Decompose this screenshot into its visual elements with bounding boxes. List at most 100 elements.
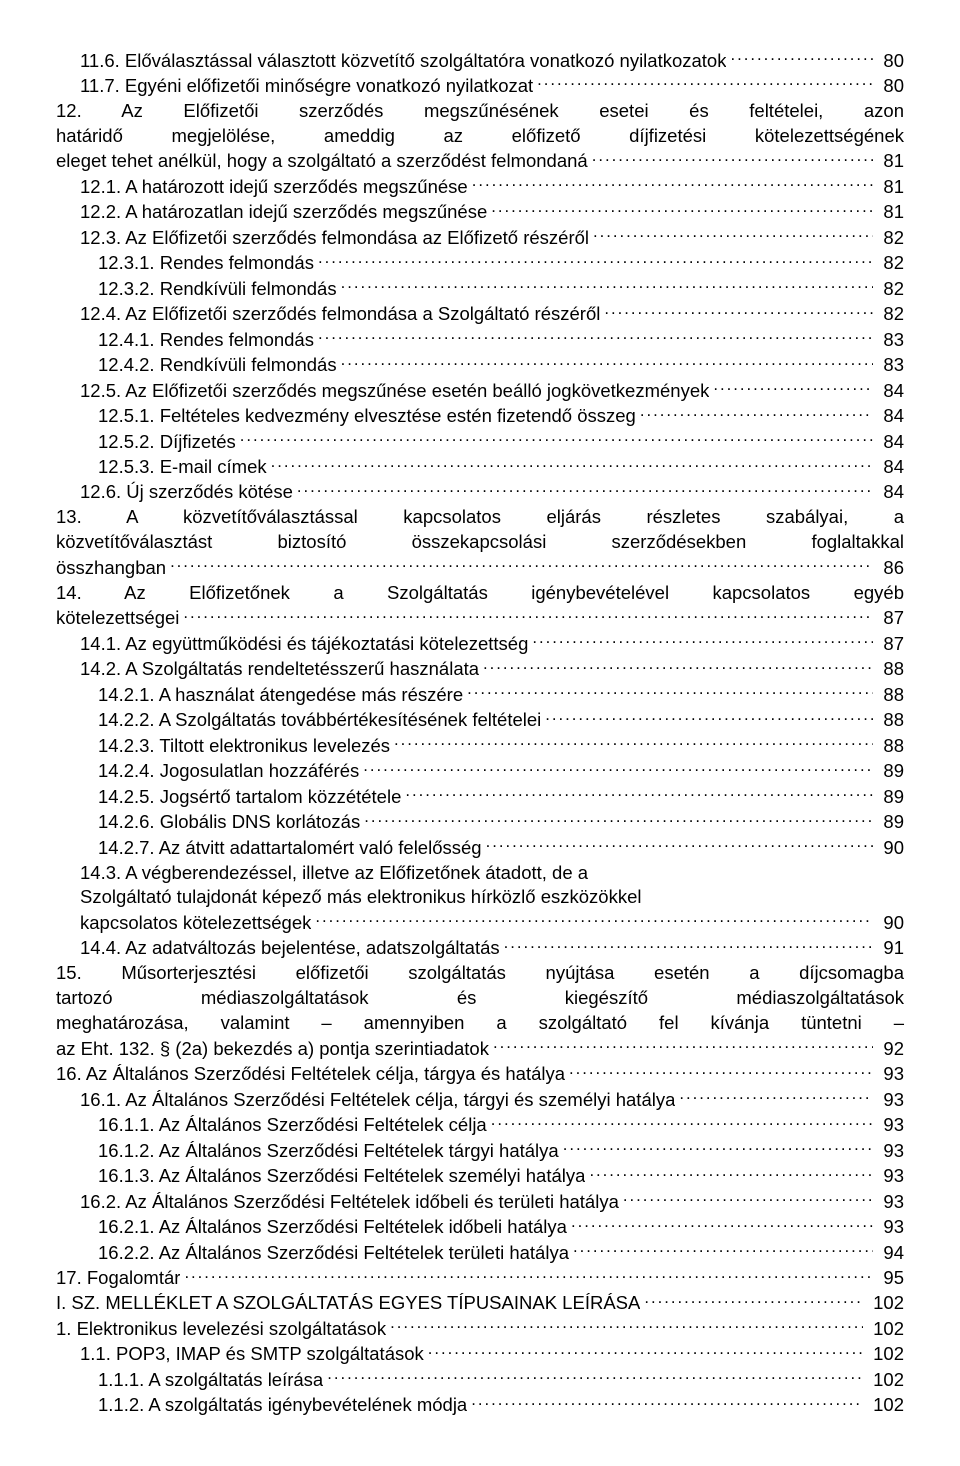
toc-line: összhangban 86 [56, 555, 904, 580]
toc-dots [491, 1113, 874, 1132]
toc-text: 12.4.1. Rendes felmondás [98, 328, 314, 353]
toc-entry: 12.4. Az Előfizetői szerződés felmondása… [56, 302, 904, 327]
toc-entry: 14.4. Az adatváltozás bejelentése, adats… [56, 936, 904, 961]
toc-page: 83 [877, 328, 904, 353]
toc-text: 16. Az Általános Szerződési Feltételek c… [56, 1062, 565, 1087]
toc-page: 81 [877, 200, 904, 225]
toc-dots [467, 682, 873, 701]
toc-text: 16.2.1. Az Általános Szerződési Feltétel… [98, 1215, 567, 1240]
toc-line: kapcsolatos kötelezettségek 90 [80, 910, 904, 935]
toc-line: eleget tehet anélkül, hogy a szolgáltató… [56, 149, 904, 174]
toc-entry: 1.1.1. A szolgáltatás leírása 102 [56, 1367, 904, 1392]
toc-dots [486, 835, 874, 854]
toc-page: 102 [867, 1368, 904, 1393]
toc-dots [644, 1291, 863, 1310]
toc-entry: 12.5. Az Előfizetői szerződés megszűnése… [56, 378, 904, 403]
toc-dots [297, 480, 874, 499]
toc-page: 91 [877, 936, 904, 961]
toc-entry: 12.6. Új szerződés kötése 84 [56, 480, 904, 505]
toc-entry: 12.3. Az Előfizetői szerződés felmondása… [56, 225, 904, 250]
toc-entry: 14.2.6. Globális DNS korlátozás 89 [56, 810, 904, 835]
toc-text: 1. Elektronikus levelezési szolgáltatáso… [56, 1317, 386, 1342]
toc-entry: 12.5.1. Feltételes kedvezmény elvesztése… [56, 404, 904, 429]
toc-text: 12.4.2. Rendkívüli felmondás [98, 353, 337, 378]
toc-dots [573, 1240, 873, 1259]
toc-dots [341, 276, 874, 295]
toc-page: 84 [877, 379, 904, 404]
toc-text: I. SZ. MELLÉKLET A SZOLGÁLTATÁS EGYES TÍ… [56, 1291, 640, 1316]
toc-page: 102 [867, 1291, 904, 1316]
toc-entry: 12.1. A határozott idejű szerződés megsz… [56, 174, 904, 199]
toc-entry: 16.1.1. Az Általános Szerződési Feltétel… [56, 1113, 904, 1138]
toc-page: 83 [877, 353, 904, 378]
toc-page: 87 [877, 632, 904, 657]
toc-text: 16.1. Az Általános Szerződési Feltételek… [80, 1088, 675, 1113]
toc-dots [623, 1189, 874, 1208]
toc-entry: 12.3.1. Rendes felmondás 82 [56, 251, 904, 276]
toc-entry: 14.2.5. Jogsértő tartalom közzététele 89 [56, 784, 904, 809]
toc-text: 12.5.3. E-mail címek [98, 455, 267, 480]
toc-page: 84 [877, 404, 904, 429]
toc-text-line: 14. Az Előfizetőnek a Szolgáltatás igény… [56, 581, 904, 606]
toc-text: 12.4. Az Előfizetői szerződés felmondása… [80, 302, 600, 327]
toc-dots [428, 1342, 863, 1361]
toc-page: 93 [877, 1164, 904, 1189]
toc-page: 89 [877, 759, 904, 784]
toc-entry: 14.2.2. A Szolgáltatás továbbértékesítés… [56, 708, 904, 733]
toc-entry: 16.2. Az Általános Szerződési Feltételek… [56, 1189, 904, 1214]
toc-dots [604, 302, 873, 321]
toc-text: 12.3. Az Előfizetői szerződés felmondása… [80, 226, 589, 251]
toc-text: 16.1.2. Az Általános Szerződési Feltétel… [98, 1139, 559, 1164]
table-of-contents: 11.6. Előválasztással választott közvetí… [56, 48, 904, 1418]
toc-page: 80 [877, 74, 904, 99]
toc-dots [504, 936, 874, 955]
toc-text: 14.2.5. Jogsértő tartalom közzététele [98, 785, 401, 810]
toc-page: 93 [877, 1088, 904, 1113]
toc-text: 17. Fogalomtár [56, 1266, 180, 1291]
toc-entry: 16.1. Az Általános Szerződési Feltételek… [56, 1087, 904, 1112]
toc-text: 14.2.1. A használat átengedése más részé… [98, 683, 463, 708]
toc-dots [569, 1062, 873, 1081]
toc-text: 12.5. Az Előfizetői szerződés megszűnése… [80, 379, 709, 404]
toc-text: 1.1.1. A szolgáltatás leírása [98, 1368, 323, 1393]
toc-dots [184, 1266, 873, 1285]
toc-entry: 12.4.1. Rendes felmondás 83 [56, 327, 904, 352]
toc-dots [532, 631, 873, 650]
toc-entry: 14.2.1. A használat átengedése más részé… [56, 682, 904, 707]
toc-entry: 16.2.2. Az Általános Szerződési Feltétel… [56, 1240, 904, 1265]
toc-text: az Eht. 132. § (2a) bekezdés a) pontja s… [56, 1037, 489, 1062]
toc-text: 14.2.7. Az átvitt adattartalomért való f… [98, 836, 482, 861]
toc-page: 90 [877, 836, 904, 861]
toc-text: 11.6. Előválasztással választott közvetí… [80, 49, 726, 74]
toc-text: 14.2.3. Tiltott elektronikus levelezés [98, 734, 390, 759]
toc-page: 89 [877, 785, 904, 810]
toc-text: 16.2.2. Az Általános Szerződési Feltétel… [98, 1241, 569, 1266]
toc-entry: 1.1.2. A szolgáltatás igénybevételének m… [56, 1393, 904, 1418]
toc-dots [341, 353, 874, 372]
toc-page: 82 [877, 277, 904, 302]
toc-text-line: 15. Műsorterjesztési előfizetői szolgált… [56, 961, 904, 986]
toc-text: 14.2.4. Jogosulatlan hozzáférés [98, 759, 359, 784]
toc-dots [713, 378, 873, 397]
toc-dots [679, 1087, 873, 1106]
toc-page: 93 [877, 1139, 904, 1164]
toc-text: 14.4. Az adatváltozás bejelentése, adats… [80, 936, 500, 961]
toc-dots [318, 327, 873, 346]
toc-dots [327, 1367, 863, 1386]
toc-entry: I. SZ. MELLÉKLET A SZOLGÁLTATÁS EGYES TÍ… [56, 1291, 904, 1316]
toc-dots [170, 555, 873, 574]
toc-entry: 16.1.3. Az Általános Szerződési Feltétel… [56, 1164, 904, 1189]
toc-page: 93 [877, 1190, 904, 1215]
toc-dots [471, 1393, 863, 1412]
toc-entry: 14.2.3. Tiltott elektronikus levelezés 8… [56, 733, 904, 758]
toc-page: 88 [877, 657, 904, 682]
toc-entry: 12.3.2. Rendkívüli felmondás 82 [56, 276, 904, 301]
toc-text: 12.5.2. Díjfizetés [98, 430, 236, 455]
toc-text: kötelezettségei [56, 606, 179, 631]
toc-page: 93 [877, 1113, 904, 1138]
toc-dots [545, 708, 873, 727]
toc-page: 81 [877, 149, 904, 174]
toc-text: 12.1. A határozott idejű szerződés megsz… [80, 175, 468, 200]
toc-text: kapcsolatos kötelezettségek [80, 911, 311, 936]
toc-entry: 16.1.2. Az Általános Szerződési Feltétel… [56, 1138, 904, 1163]
